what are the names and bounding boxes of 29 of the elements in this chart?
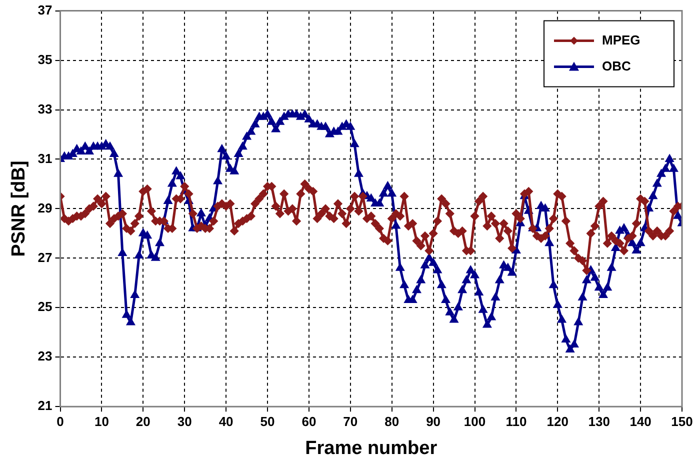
y-tick-label: 29 bbox=[38, 200, 52, 216]
legend-label: MPEG bbox=[602, 32, 640, 48]
x-tick-label: 10 bbox=[94, 414, 109, 429]
y-tick-label: 27 bbox=[38, 250, 52, 265]
x-tick-label: 30 bbox=[177, 414, 192, 429]
legend-label: OBC bbox=[602, 58, 632, 74]
x-tick-label: 90 bbox=[426, 414, 441, 429]
x-tick-label: 20 bbox=[136, 414, 150, 429]
y-tick-label: 21 bbox=[38, 398, 52, 414]
y-tick-label: 25 bbox=[38, 299, 52, 314]
x-tick-label: 130 bbox=[588, 414, 610, 429]
y-tick-label: 23 bbox=[38, 348, 52, 364]
y-axis-title: PSNR [dB] bbox=[8, 160, 30, 257]
x-tick-label: 150 bbox=[671, 414, 693, 429]
x-tick-label: 120 bbox=[546, 414, 569, 429]
x-tick-label: 100 bbox=[464, 414, 486, 429]
x-tick-label: 0 bbox=[56, 414, 64, 429]
x-tick-label: 40 bbox=[218, 414, 234, 429]
y-tick-label: 33 bbox=[38, 101, 52, 116]
x-axis-title: Frame number bbox=[305, 438, 438, 459]
x-tick-label: 140 bbox=[630, 414, 652, 429]
y-tick-label: 31 bbox=[38, 150, 52, 166]
y-tick-label: 37 bbox=[38, 2, 52, 18]
x-tick-label: 50 bbox=[260, 414, 275, 429]
x-tick-label: 110 bbox=[506, 414, 527, 429]
x-tick-label: 80 bbox=[384, 414, 400, 429]
y-tick-label: 35 bbox=[38, 52, 52, 67]
x-tick-label: 60 bbox=[302, 414, 316, 429]
x-tick-label: 70 bbox=[343, 414, 358, 429]
